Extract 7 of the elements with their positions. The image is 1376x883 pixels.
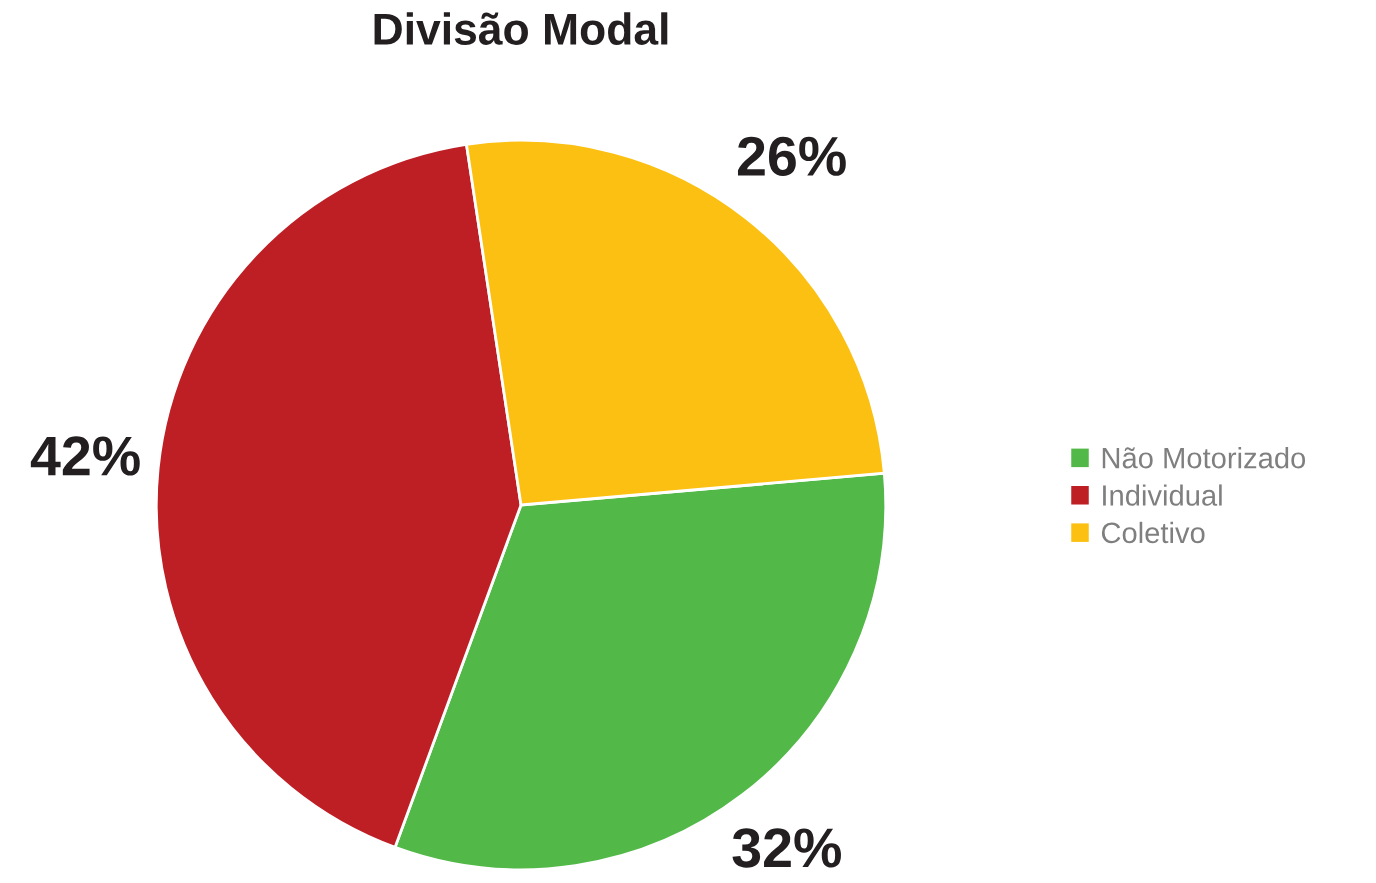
- legend-label: Coletivo: [1101, 521, 1205, 544]
- data-label: 32%: [732, 828, 841, 868]
- chart-title: Divisão Modal: [374, 12, 668, 45]
- legend-label: Não Motorizado: [1102, 447, 1306, 469]
- data-label: 26%: [737, 136, 846, 176]
- legend-label: Individual: [1103, 484, 1222, 506]
- data-label: 42%: [30, 436, 140, 476]
